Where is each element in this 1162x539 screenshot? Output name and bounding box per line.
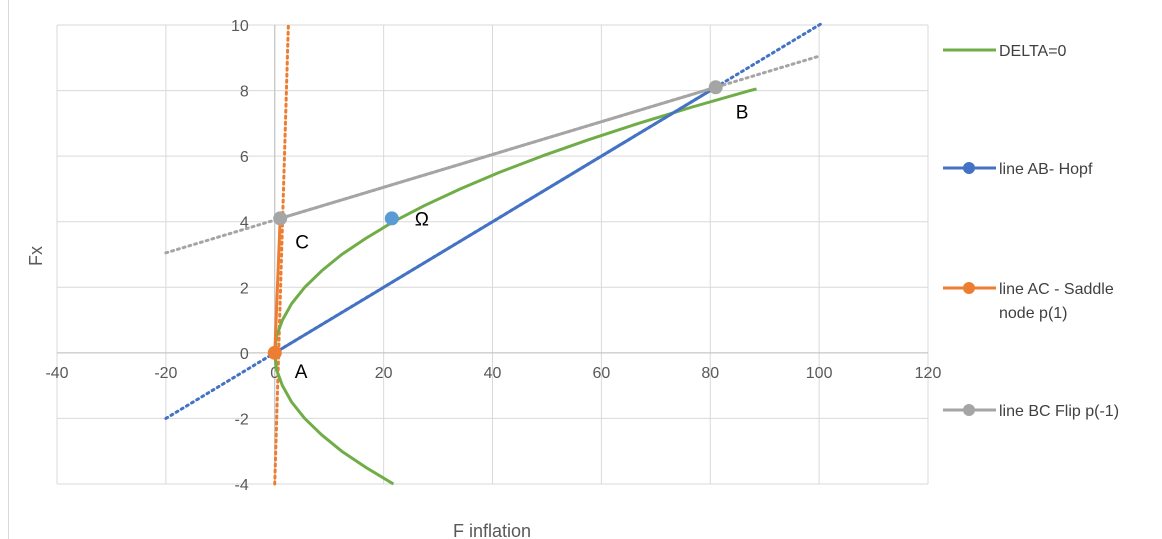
legend-label-ac-line1: line AC - Saddle <box>999 281 1114 298</box>
point-c-label: C <box>295 232 309 253</box>
x-tick-label: 100 <box>806 365 833 382</box>
ac-line-trendline <box>273 23 290 486</box>
legend-marker-bc <box>963 404 975 416</box>
y-tick-label: -2 <box>235 411 249 428</box>
x-tick-label: 60 <box>592 365 610 382</box>
legend: DELTA=0 line AB- Hopf line AC - Saddle n… <box>943 43 1119 420</box>
point-b-marker <box>708 80 723 95</box>
point-a-label: A <box>295 362 308 383</box>
point-c-marker <box>273 211 288 226</box>
x-tick-label: 120 <box>915 365 942 382</box>
x-tick-label: -40 <box>45 365 68 382</box>
gridlines <box>56 24 929 485</box>
legend-label-ac-line2: node p(1) <box>999 305 1068 322</box>
bc-line <box>279 85 717 220</box>
x-tick-label: 20 <box>375 365 393 382</box>
legend-label-ab: line AB- Hopf <box>999 161 1093 178</box>
y-tick-label: 8 <box>240 84 249 101</box>
legend-marker-ab <box>963 162 975 174</box>
legend-label-bc: line BC Flip p(-1) <box>999 403 1119 420</box>
y-tick-label: 10 <box>231 18 249 35</box>
legend-item-delta[interactable]: DELTA=0 <box>943 43 1067 60</box>
point-omega-label: Ω <box>415 209 429 230</box>
x-tick-label: 0 <box>270 365 279 382</box>
points: A B C Ω <box>267 80 749 383</box>
legend-marker-ac <box>963 282 975 294</box>
y-tick-label: 6 <box>240 149 249 166</box>
ac-line <box>273 218 282 353</box>
x-tick-label: 80 <box>701 365 719 382</box>
ab-line <box>274 86 717 355</box>
y-axis-title: Fx <box>26 246 46 266</box>
y-tick-label: 4 <box>240 215 249 232</box>
series <box>273 85 757 486</box>
point-a-marker <box>267 345 282 360</box>
y-tick-label: 2 <box>240 280 249 297</box>
y-tick-label: -4 <box>235 477 249 494</box>
y-tick-label: 0 <box>240 346 249 363</box>
delta-curve <box>273 87 757 486</box>
legend-item-ac[interactable]: line AC - Saddle node p(1) <box>943 281 1114 322</box>
x-tick-label: 40 <box>484 365 502 382</box>
legend-item-bc[interactable]: line BC Flip p(-1) <box>943 403 1119 420</box>
trend-extensions <box>164 21 824 486</box>
point-omega-marker <box>384 211 399 226</box>
legend-item-ab[interactable]: line AB- Hopf <box>943 161 1093 178</box>
point-b-label: B <box>736 102 749 123</box>
x-tick-label: -20 <box>154 365 177 382</box>
legend-label-delta: DELTA=0 <box>999 43 1067 60</box>
x-axis-title: F inflation <box>453 521 531 539</box>
